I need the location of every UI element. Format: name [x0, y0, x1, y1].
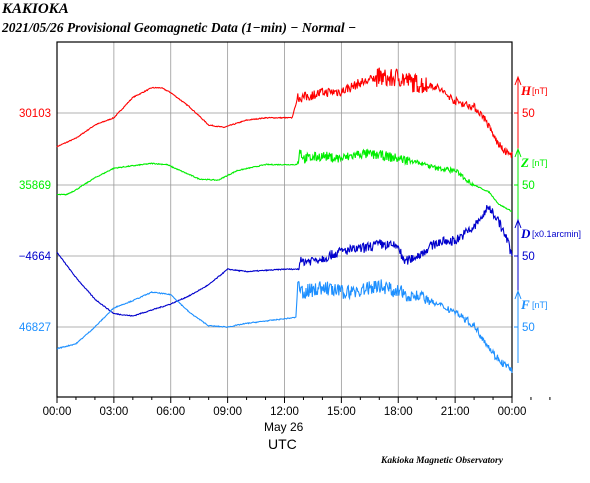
series-left-label: 30103 — [19, 108, 51, 120]
series-line-h — [56, 67, 513, 158]
series-left-label: −4664 — [19, 251, 52, 263]
series-unit-label: [nT] — [532, 86, 548, 96]
right-scale-value: 50 — [522, 180, 535, 192]
x-tick-label: 00:00 — [498, 406, 527, 418]
series-name-label: F — [520, 297, 530, 312]
right-scale-value: 50 — [522, 251, 535, 263]
right-scale-value: 50 — [522, 322, 535, 334]
series-left-label: 35869 — [19, 180, 51, 192]
series-name-label: H — [520, 83, 532, 98]
series-name-label: Z — [520, 155, 529, 170]
series-line-z — [56, 148, 513, 212]
x-tick-label: 09:00 — [213, 406, 242, 418]
series-name-label: D — [520, 226, 531, 241]
x-tick-label: 12:00 — [270, 406, 299, 418]
right-scale-value: 50 — [522, 108, 535, 120]
right-axis-arrow — [514, 218, 522, 229]
x-tick-label: 03:00 — [99, 406, 128, 418]
station-title: KAKIOKA — [2, 1, 69, 17]
x-tick-label: 18:00 — [384, 406, 413, 418]
right-axis-arrow — [514, 289, 522, 300]
observatory-credit: Kakioka Magnetic Observatory — [381, 456, 503, 466]
x-tick-label: 06:00 — [156, 406, 185, 418]
date-label: May 26 — [264, 420, 304, 434]
right-axis-arrow — [514, 75, 522, 86]
series-unit-label: [nT] — [532, 300, 548, 310]
right-axis-arrow — [514, 147, 522, 158]
x-axis-label: UTC — [268, 436, 297, 452]
series-line-d — [56, 205, 513, 317]
series-unit-label: [x0.1arcmin] — [532, 229, 581, 239]
x-tick-label: 21:00 — [441, 406, 470, 418]
series-left-label: 46827 — [19, 322, 51, 334]
chart-subtitle: 2021/05/26 Provisional Geomagnetic Data … — [2, 20, 357, 35]
x-tick-label: 15:00 — [327, 406, 356, 418]
x-tick-label: 00:00 — [43, 406, 72, 418]
series-unit-label: [nT] — [532, 158, 548, 168]
series-line-f — [56, 279, 513, 374]
